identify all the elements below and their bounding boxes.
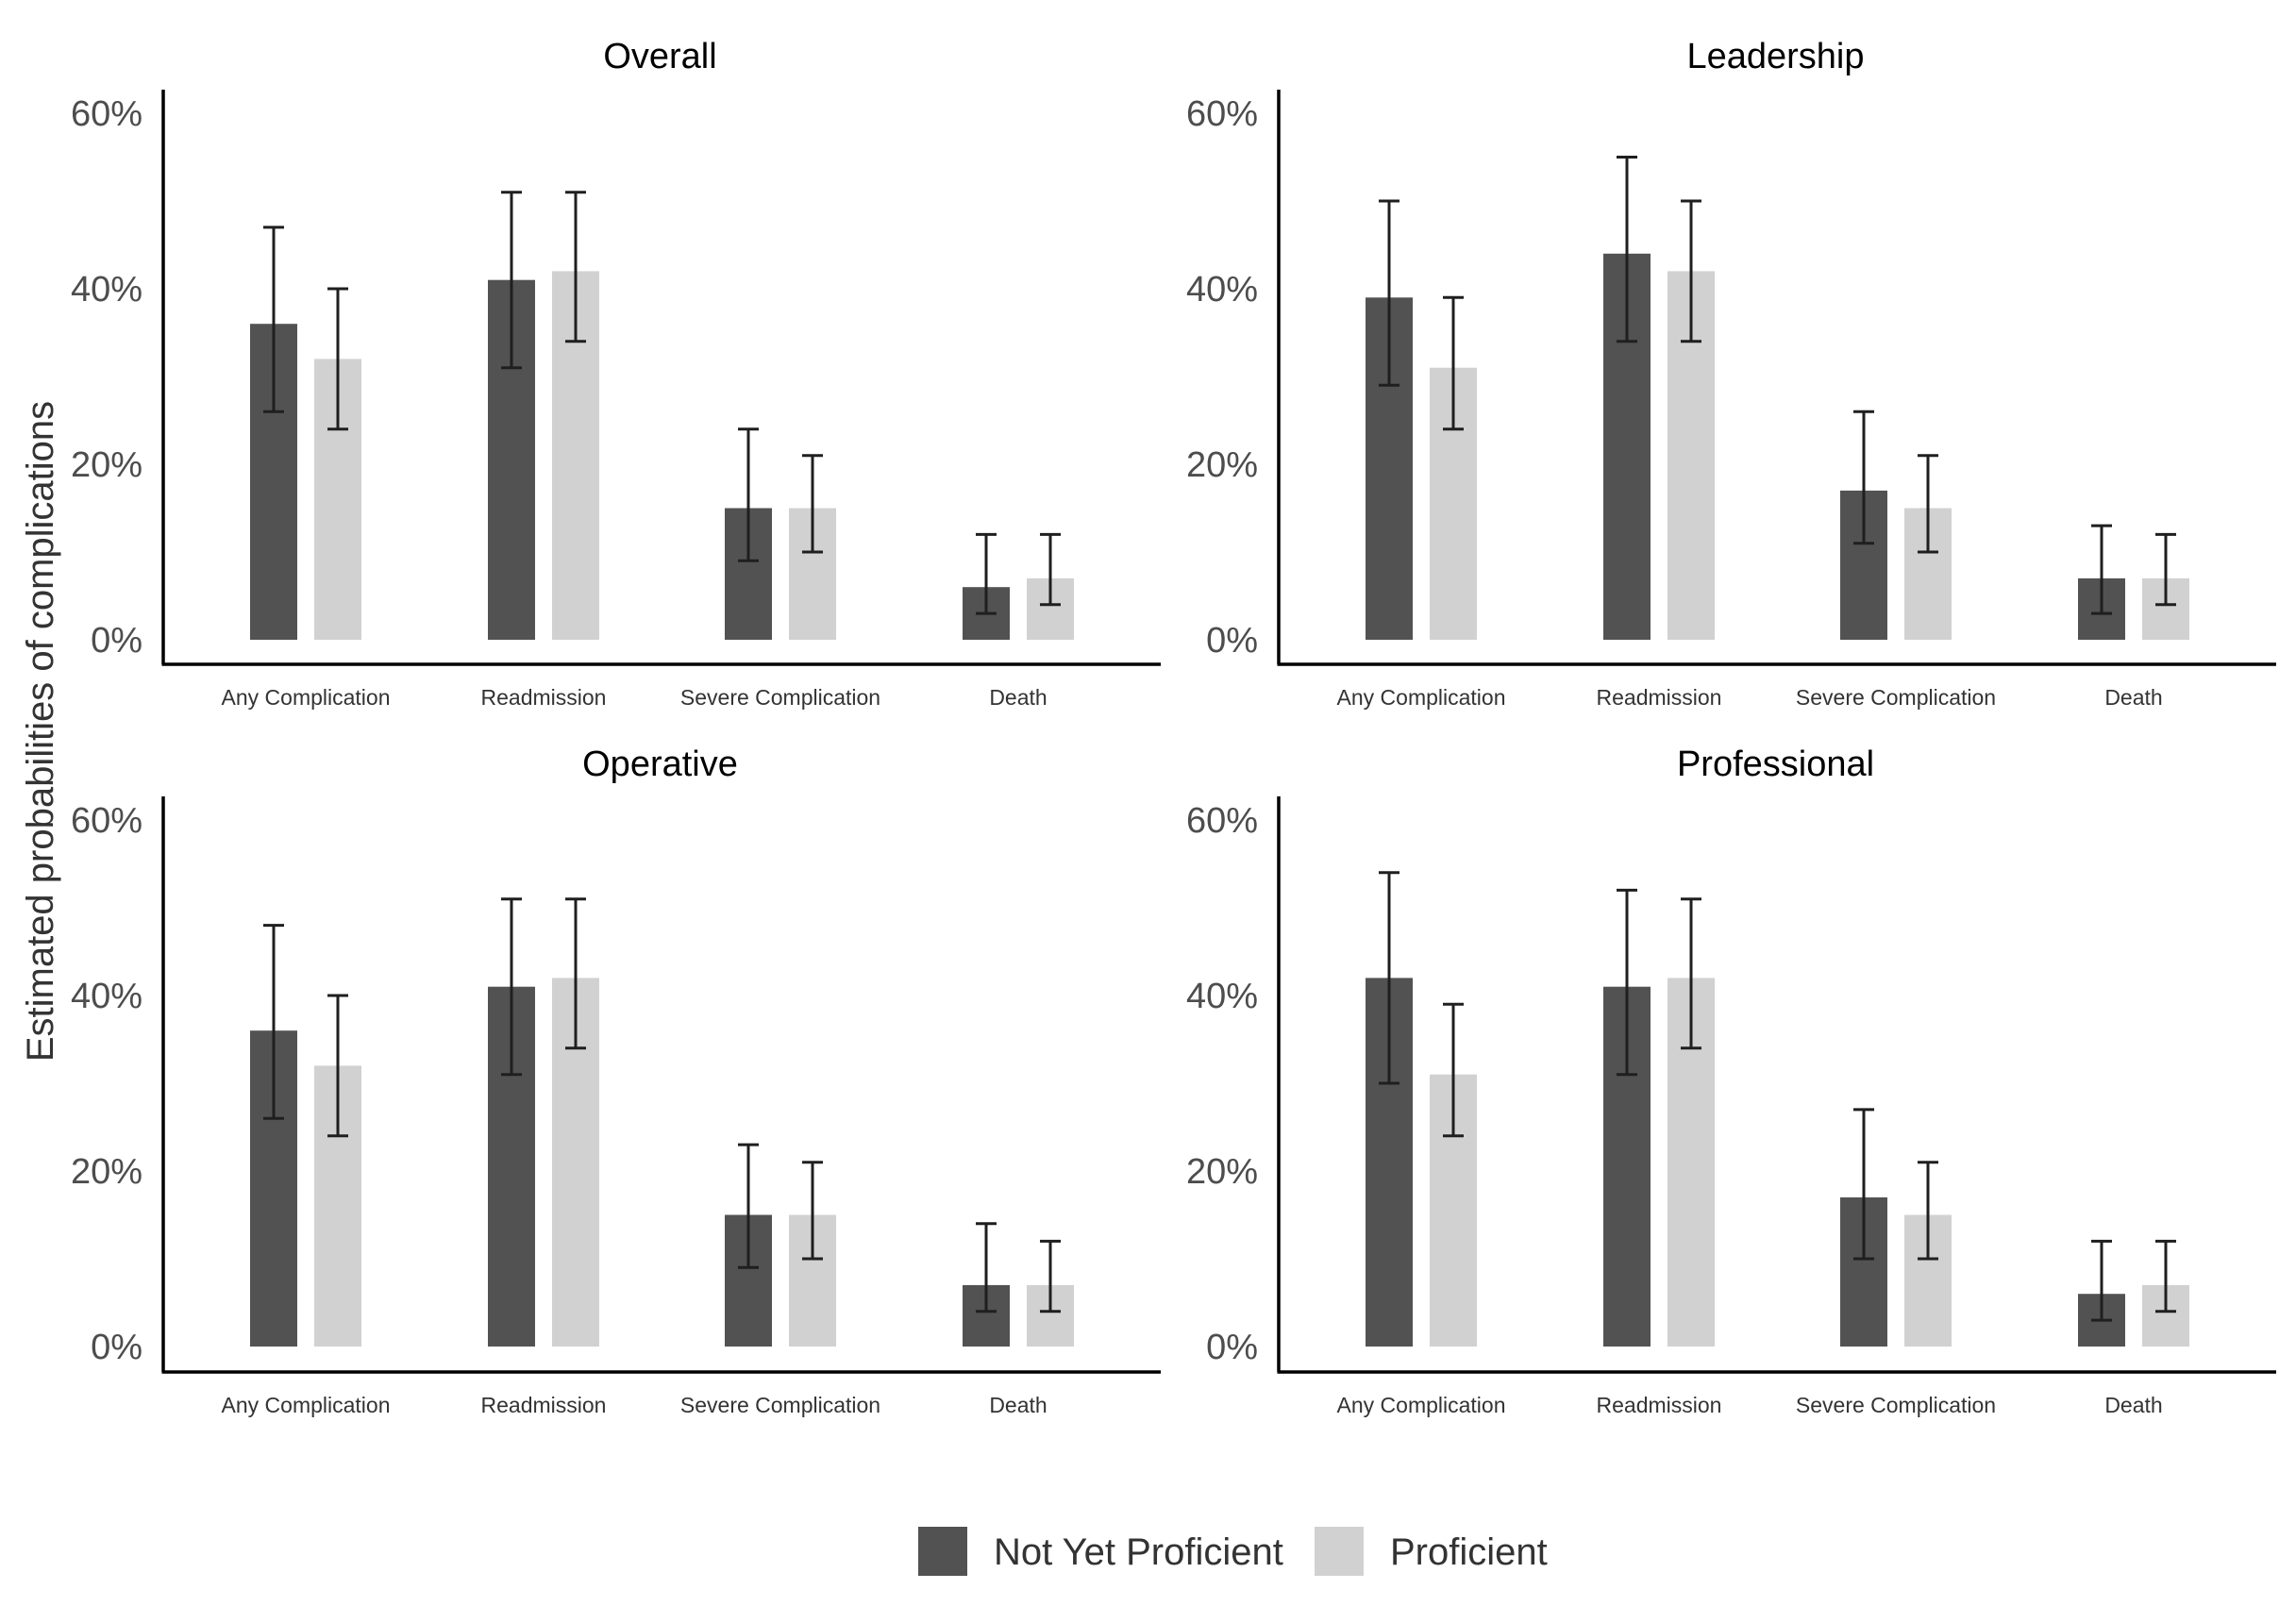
error-bar-proficient-readmission <box>565 191 586 343</box>
y-tick-label: 60% <box>71 94 142 134</box>
y-tick-label: 0% <box>1206 1328 1258 1367</box>
panel-leadership: Leadership 0% 20% 40% 60% Any Complication Rea… <box>1186 37 2276 710</box>
error-bar-proficient-death <box>2155 1239 2176 1313</box>
legend: Not Yet Proficient Proficient <box>918 1527 1548 1576</box>
x-tick-label: Death <box>2104 685 2162 710</box>
x-tick-label: Any Complication <box>222 1393 391 1417</box>
error-bar-not-yet-proficient-any-complication <box>1379 199 1399 387</box>
error-bar-not-yet-proficient-death <box>2091 1239 2112 1322</box>
y-tick-label: 20% <box>1186 1152 1258 1192</box>
y-tick-label: 20% <box>71 445 142 485</box>
y-tick-label: 0% <box>1206 621 1258 661</box>
y-tick-label: 40% <box>71 977 142 1016</box>
error-bar-not-yet-proficient-readmission <box>1617 888 1637 1077</box>
y-tick-label: 0% <box>91 1328 142 1367</box>
y-tick-label: 60% <box>1186 801 1258 841</box>
error-bar-proficient-readmission <box>1681 897 1701 1050</box>
x-tick-label: Death <box>2104 1393 2162 1417</box>
x-tick-label: Death <box>989 685 1047 710</box>
chart-panels: Overall 0% 20% 40% 60% Any Complication Readmi… <box>71 37 2276 1417</box>
error-bar-proficient-death <box>1040 1239 1061 1313</box>
error-bar-proficient-severe-complication <box>1918 454 1938 554</box>
y-axis-label: Estimated probabilities of complications <box>20 401 61 1062</box>
error-bar-proficient-any-complication <box>1443 1002 1464 1138</box>
x-tick-label: Severe Complication <box>680 685 880 710</box>
y-tick-label: 20% <box>1186 445 1258 485</box>
panel-professional: Professional 0% 20% 40% 60% Any Complication R… <box>1186 745 2276 1417</box>
error-bar-not-yet-proficient-any-complication <box>263 924 284 1120</box>
error-bar-not-yet-proficient-readmission <box>501 191 522 370</box>
panel-title: Operative <box>582 745 738 784</box>
x-tick-label: Readmission <box>481 1393 607 1417</box>
error-bar-not-yet-proficient-readmission <box>501 897 522 1077</box>
error-bar-not-yet-proficient-severe-complication <box>1853 410 1874 545</box>
error-bar-proficient-severe-complication <box>1918 1161 1938 1261</box>
x-tick-label: Any Complication <box>1337 1393 1506 1417</box>
error-bar-proficient-any-complication <box>327 287 348 431</box>
x-tick-label: Readmission <box>1597 685 1722 710</box>
legend-swatch-not-yet-proficient <box>918 1527 967 1576</box>
x-tick-label: Any Complication <box>1337 685 1506 710</box>
y-tick-label: 0% <box>91 621 142 661</box>
error-bar-not-yet-proficient-readmission <box>1617 156 1637 343</box>
y-tick-label: 40% <box>71 270 142 310</box>
y-tick-label: 40% <box>1186 977 1258 1016</box>
error-bar-not-yet-proficient-severe-complication <box>1853 1108 1874 1261</box>
error-bar-not-yet-proficient-death <box>976 1222 997 1313</box>
panel-title: Leadership <box>1686 37 1864 76</box>
panel-title: Overall <box>603 37 716 76</box>
error-bar-not-yet-proficient-any-complication <box>263 226 284 413</box>
legend-label-proficient: Proficient <box>1390 1531 1548 1573</box>
error-bar-not-yet-proficient-death <box>976 532 997 615</box>
error-bar-not-yet-proficient-severe-complication <box>738 427 759 562</box>
error-bar-proficient-any-complication <box>1443 295 1464 431</box>
error-bar-proficient-death <box>2155 532 2176 607</box>
panel-overall: Overall 0% 20% 40% 60% Any Complication Readmi… <box>71 37 1161 710</box>
y-tick-label: 60% <box>71 801 142 841</box>
x-tick-label: Readmission <box>1597 1393 1722 1417</box>
legend-swatch-proficient <box>1315 1527 1364 1576</box>
error-bar-not-yet-proficient-severe-complication <box>738 1143 759 1269</box>
x-tick-label: Any Complication <box>222 685 391 710</box>
y-tick-label: 20% <box>71 1152 142 1192</box>
error-bar-not-yet-proficient-death <box>2091 524 2112 615</box>
y-tick-label: 60% <box>1186 94 1258 134</box>
error-bar-proficient-severe-complication <box>802 454 823 554</box>
error-bar-not-yet-proficient-any-complication <box>1379 871 1399 1085</box>
x-tick-label: Readmission <box>481 685 607 710</box>
error-bar-proficient-death <box>1040 532 1061 607</box>
x-tick-label: Death <box>989 1393 1047 1417</box>
error-bar-proficient-severe-complication <box>802 1161 823 1261</box>
y-tick-label: 40% <box>1186 270 1258 310</box>
error-bar-proficient-readmission <box>565 897 586 1050</box>
x-tick-label: Severe Complication <box>1796 685 1996 710</box>
x-tick-label: Severe Complication <box>680 1393 880 1417</box>
error-bar-proficient-any-complication <box>327 994 348 1138</box>
panel-title: Professional <box>1677 745 1874 784</box>
x-tick-label: Severe Complication <box>1796 1393 1996 1417</box>
error-bar-proficient-readmission <box>1681 199 1701 343</box>
legend-label-not-yet-proficient: Not Yet Proficient <box>994 1531 1283 1573</box>
panel-operative: Operative 0% 20% 40% 60% Any Complication Read… <box>71 745 1161 1417</box>
